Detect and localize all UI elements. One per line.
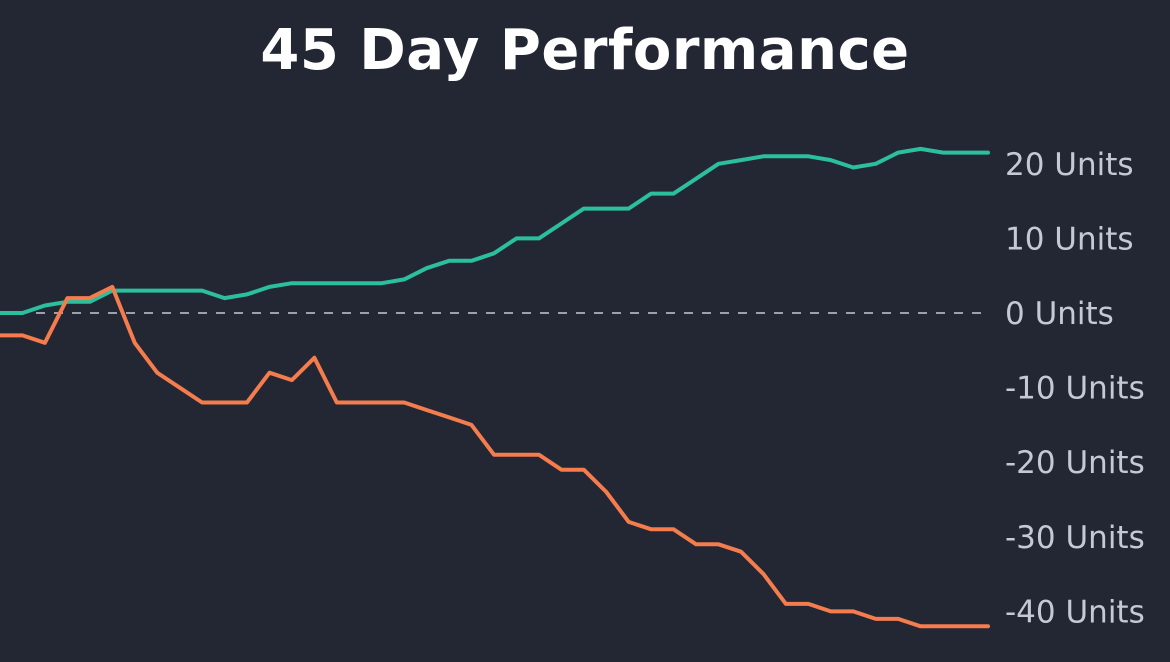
series-line-1 bbox=[0, 146, 990, 315]
series-layer bbox=[0, 146, 990, 629]
y-tick-label: 20 Units bbox=[1005, 147, 1134, 183]
y-tick-label: -30 Units bbox=[1005, 520, 1145, 556]
y-tick-label: 10 Units bbox=[1005, 221, 1134, 257]
series-line-2 bbox=[0, 284, 990, 629]
y-axis-ticks: 20 Units 10 Units 0 Units -10 Units -20 Unit… bbox=[1005, 147, 1145, 631]
chart-title: 45 Day Performance bbox=[260, 18, 910, 83]
y-tick-label: 0 Units bbox=[1005, 296, 1114, 332]
y-tick-label: -20 Units bbox=[1005, 445, 1145, 481]
y-tick-label: -40 Units bbox=[1005, 594, 1145, 630]
y-tick-label: -10 Units bbox=[1005, 371, 1145, 407]
